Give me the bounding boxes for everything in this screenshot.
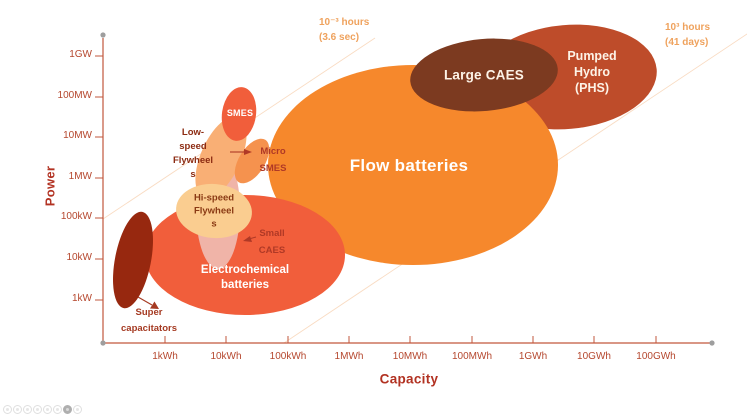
flow-batteries-label: Flow batteries <box>349 156 469 175</box>
smes-label: SMES <box>226 108 254 118</box>
y-tick-100mw: 100MW <box>57 90 92 101</box>
y-tick-100kw: 100kW <box>60 211 92 222</box>
x-tick-10gwh: 10GWh <box>577 351 611 362</box>
super-capacitors-label: Super capacitators <box>121 307 177 334</box>
footer-icon-3[interactable] <box>23 405 32 414</box>
x-axis-end-dot <box>709 340 715 346</box>
low-speed-flywheels-label: Low- speed Flywheel s <box>172 127 214 180</box>
footer-icon-5[interactable] <box>43 405 52 414</box>
x-tick-1mwh: 1MWh <box>334 351 364 362</box>
x-axis-tick-marks <box>164 336 657 343</box>
y-axis-tick-marks <box>95 55 103 301</box>
small-caes-label: Small CAES <box>258 228 286 256</box>
duration-guide-label-41-days: 10³ hours (41 days) <box>665 22 711 48</box>
micro-smes-label: Micro SMES <box>259 146 287 174</box>
y-tick-10kw: 10kW <box>66 252 92 263</box>
x-tick-1gwh: 1GWh <box>518 351 548 362</box>
footer-icon-strip <box>3 405 82 414</box>
y-tick-10mw: 10MW <box>63 130 92 141</box>
x-tick-100gwh: 100GWh <box>636 351 676 362</box>
y-axis-end-dot <box>100 32 106 38</box>
footer-icon-4[interactable] <box>33 405 42 414</box>
x-axis-title: Capacity <box>379 371 439 387</box>
hi-speed-flywheels-label: Hi-speed Flywheel s <box>193 192 235 230</box>
footer-icon-2[interactable] <box>13 405 22 414</box>
y-tick-1kw: 1kW <box>72 293 92 304</box>
x-tick-10kwh: 10kWh <box>210 351 242 362</box>
footer-icon-8[interactable] <box>73 405 82 414</box>
y-tick-1gw: 1GW <box>69 49 92 60</box>
origin-dot <box>100 340 106 346</box>
footer-icon-7[interactable] <box>63 405 72 414</box>
x-tick-10mwh: 10MWh <box>392 351 428 362</box>
x-tick-1kwh: 1kWh <box>152 351 178 362</box>
duration-guide-label-3-6-sec: 10⁻³ hours (3.6 sec) <box>319 17 370 43</box>
x-tick-100kwh: 100kWh <box>269 351 307 362</box>
large-caes-label: Large CAES <box>443 67 525 83</box>
footer-icon-6[interactable] <box>53 405 62 414</box>
footer-icon-1[interactable] <box>3 405 12 414</box>
electrochemical-label: Electrochemical batteries <box>200 264 290 291</box>
x-tick-100mwh: 100MWh <box>451 351 492 362</box>
y-tick-1mw: 1MW <box>68 171 92 182</box>
pumped-hydro-label: Pumped Hydro (PHS) <box>567 49 617 95</box>
